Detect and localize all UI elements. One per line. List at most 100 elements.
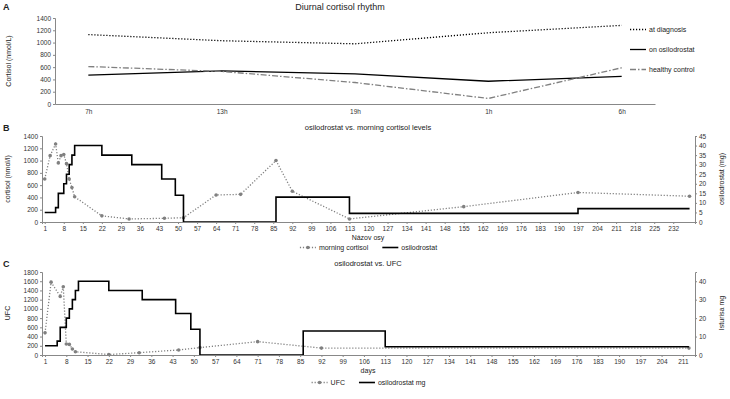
- tick-label: 211: [678, 358, 689, 365]
- marker: [320, 346, 324, 350]
- tick-label: 600: [27, 182, 38, 189]
- tick-label: 1: [43, 225, 47, 232]
- tick: 113: [345, 222, 356, 232]
- tick: 99: [308, 222, 316, 232]
- tick-label: 50: [191, 358, 199, 365]
- axis-line: [696, 273, 698, 356]
- tick-label: 29: [127, 358, 135, 365]
- tick: 183: [535, 222, 546, 232]
- marker: [43, 331, 47, 335]
- tick-mark: [40, 173, 42, 174]
- tick: 106: [325, 222, 336, 232]
- tick: 1200: [24, 296, 42, 303]
- tick: 8: [62, 222, 66, 232]
- tick-mark: [53, 104, 55, 105]
- tick: 127: [423, 355, 434, 365]
- tick-label: 0: [47, 101, 51, 108]
- marker: [54, 142, 58, 146]
- tick-label: 92: [318, 358, 326, 365]
- tick-label: 134: [402, 225, 413, 232]
- tick: 113: [381, 355, 392, 365]
- tick-label: 92: [289, 225, 297, 232]
- tick: 1400: [24, 287, 42, 294]
- tick: 1800: [24, 269, 42, 276]
- legend-label: morning cortisol: [319, 244, 369, 252]
- tick: 10: [695, 333, 707, 340]
- tick: 197: [635, 355, 646, 365]
- tick: 29: [127, 355, 135, 365]
- tick-mark: [40, 136, 42, 137]
- tick-mark: [695, 165, 697, 166]
- tick-label: 1600: [24, 278, 39, 285]
- tick: 57: [212, 355, 220, 365]
- marker: [688, 194, 692, 198]
- axis-line: [53, 19, 56, 105]
- tick-mark: [40, 290, 42, 291]
- tick-label: 1200: [24, 296, 39, 303]
- tick-label: 113: [381, 358, 392, 365]
- tick: 6h: [619, 108, 627, 115]
- tick-label: 800: [27, 169, 38, 176]
- tick: 169: [550, 355, 561, 365]
- tick-label: 57: [194, 225, 202, 232]
- tick-label: 29: [118, 225, 126, 232]
- tick: 155: [508, 355, 519, 365]
- tick-label: 7h: [85, 108, 93, 115]
- tick-label: 600: [40, 64, 51, 71]
- tick-label: 113: [345, 225, 356, 232]
- tick: 15: [84, 355, 92, 365]
- tick-label: 36: [148, 358, 156, 365]
- tick-label: 45: [699, 133, 707, 140]
- tick: 204: [657, 355, 668, 365]
- tick: 99: [340, 355, 348, 365]
- tick-label: 30: [699, 296, 707, 303]
- tick: 600: [40, 64, 55, 71]
- tick-label: 190: [554, 225, 565, 232]
- tick: 78: [276, 355, 284, 365]
- tick: 176: [572, 355, 583, 365]
- tick: 162: [529, 355, 540, 365]
- tick: 30: [695, 161, 707, 168]
- tick-mark: [53, 18, 55, 19]
- y-axis-title: cortisol (nmol/l): [4, 155, 12, 202]
- tick: 0: [695, 352, 703, 359]
- panel-label: A: [3, 2, 10, 12]
- tick-label: 155: [459, 225, 470, 232]
- tick-label: 43: [169, 358, 177, 365]
- panel-label: C: [3, 259, 10, 269]
- tick-label: 106: [359, 358, 370, 365]
- tick-label: 148: [487, 358, 498, 365]
- tick: 1h: [485, 108, 493, 115]
- series-line: [45, 146, 690, 222]
- tick-label: 204: [657, 358, 668, 365]
- tick: 15: [695, 190, 707, 197]
- tick-label: 211: [611, 225, 622, 232]
- tick: 211: [678, 355, 689, 365]
- tick-label: 19h: [350, 108, 361, 115]
- tick: 200: [40, 88, 55, 95]
- tick: 20: [695, 180, 707, 187]
- legend-swatch: [382, 247, 398, 249]
- legend: at diagnosison osilodrostathealthy contr…: [630, 26, 695, 74]
- tick-mark: [40, 281, 42, 282]
- series-line: [88, 25, 621, 43]
- axis-line: [56, 104, 656, 105]
- tick-label: 218: [630, 225, 641, 232]
- tick: 5: [695, 209, 703, 216]
- tick-label: 148: [440, 225, 451, 232]
- plot-area: [43, 142, 691, 222]
- tick-label: 25: [699, 171, 707, 178]
- tick-label: 50: [175, 225, 183, 232]
- tick-label: 40: [699, 278, 707, 285]
- tick-label: 30: [699, 161, 707, 168]
- tick-label: 127: [423, 358, 434, 365]
- tick: 92: [318, 355, 326, 365]
- tick: 0: [34, 219, 42, 226]
- tick: 134: [402, 222, 413, 232]
- tick-label: 40: [699, 142, 707, 149]
- tick-label: 0: [34, 219, 38, 226]
- series-line: [45, 282, 689, 354]
- tick-label: 0: [699, 219, 703, 226]
- tick-mark: [695, 355, 697, 356]
- marker: [163, 217, 167, 221]
